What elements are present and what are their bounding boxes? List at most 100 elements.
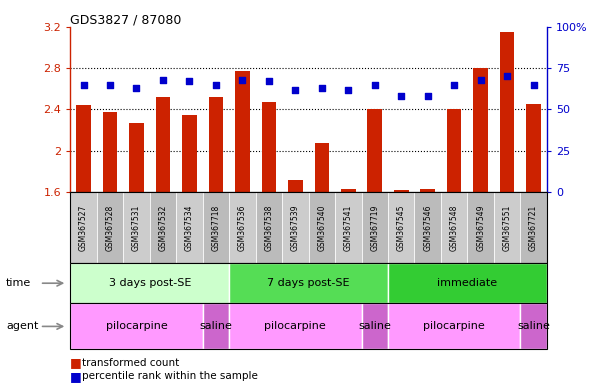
- Bar: [150, 192, 176, 263]
- Point: [79, 82, 89, 88]
- Text: GSM367545: GSM367545: [397, 204, 406, 251]
- Text: GSM367548: GSM367548: [450, 204, 459, 251]
- Text: GSM367541: GSM367541: [344, 204, 353, 251]
- Bar: [494, 192, 521, 263]
- Bar: [414, 192, 441, 263]
- Bar: [315, 144, 329, 192]
- Text: GSM367528: GSM367528: [106, 204, 114, 251]
- Bar: [129, 123, 144, 192]
- Bar: [235, 71, 250, 192]
- Point: [185, 78, 194, 84]
- Bar: [474, 68, 488, 192]
- Bar: [467, 192, 494, 263]
- Text: GSM367718: GSM367718: [211, 204, 221, 251]
- Bar: [309, 192, 335, 263]
- Text: 7 days post-SE: 7 days post-SE: [267, 278, 350, 288]
- Point: [343, 86, 353, 93]
- Bar: [203, 303, 229, 349]
- Bar: [123, 192, 150, 263]
- Bar: [521, 303, 547, 349]
- Bar: [70, 263, 229, 303]
- Point: [449, 82, 459, 88]
- Bar: [76, 105, 91, 192]
- Text: transformed count: transformed count: [82, 358, 180, 368]
- Text: GSM367531: GSM367531: [132, 204, 141, 251]
- Bar: [388, 192, 414, 263]
- Text: saline: saline: [199, 321, 232, 331]
- Bar: [208, 97, 223, 192]
- Bar: [447, 109, 461, 192]
- Bar: [182, 114, 197, 192]
- Bar: [362, 192, 388, 263]
- Text: GSM367527: GSM367527: [79, 204, 88, 251]
- Bar: [229, 303, 362, 349]
- Point: [131, 85, 141, 91]
- Bar: [70, 263, 547, 303]
- Text: pilocarpine: pilocarpine: [265, 321, 326, 331]
- Text: pilocarpine: pilocarpine: [423, 321, 485, 331]
- Point: [529, 82, 538, 88]
- Point: [158, 77, 168, 83]
- Bar: [70, 303, 203, 349]
- Text: GDS3827 / 87080: GDS3827 / 87080: [70, 13, 181, 26]
- Point: [264, 78, 274, 84]
- Point: [370, 82, 379, 88]
- Point: [476, 77, 486, 83]
- Bar: [70, 192, 547, 263]
- Text: pilocarpine: pilocarpine: [106, 321, 167, 331]
- Bar: [500, 32, 514, 192]
- Bar: [441, 192, 467, 263]
- Text: GSM367551: GSM367551: [503, 204, 511, 251]
- Text: time: time: [6, 278, 31, 288]
- Bar: [341, 189, 356, 192]
- Bar: [288, 180, 302, 192]
- Text: GSM367549: GSM367549: [476, 204, 485, 251]
- Text: 3 days post-SE: 3 days post-SE: [109, 278, 191, 288]
- Bar: [97, 192, 123, 263]
- Point: [502, 73, 512, 79]
- Bar: [282, 192, 309, 263]
- Bar: [388, 303, 521, 349]
- Text: immediate: immediate: [437, 278, 497, 288]
- Point: [397, 93, 406, 99]
- Text: GSM367538: GSM367538: [265, 204, 273, 251]
- Bar: [203, 192, 229, 263]
- Text: GSM367719: GSM367719: [370, 204, 379, 251]
- Bar: [367, 109, 382, 192]
- Bar: [156, 97, 170, 192]
- Text: ■: ■: [70, 370, 82, 383]
- Bar: [229, 192, 255, 263]
- Bar: [521, 192, 547, 263]
- Bar: [394, 190, 409, 192]
- Point: [290, 86, 300, 93]
- Bar: [335, 192, 362, 263]
- Point: [238, 77, 247, 83]
- Text: agent: agent: [6, 321, 38, 331]
- Bar: [255, 192, 282, 263]
- Point: [105, 82, 115, 88]
- Text: GSM367539: GSM367539: [291, 204, 300, 251]
- Text: GSM367536: GSM367536: [238, 204, 247, 251]
- Text: GSM367721: GSM367721: [529, 204, 538, 251]
- Bar: [70, 303, 547, 349]
- Bar: [176, 192, 203, 263]
- Text: GSM367534: GSM367534: [185, 204, 194, 251]
- Text: GSM367546: GSM367546: [423, 204, 432, 251]
- Bar: [262, 102, 276, 192]
- Bar: [70, 192, 97, 263]
- Bar: [420, 189, 435, 192]
- Text: percentile rank within the sample: percentile rank within the sample: [82, 371, 258, 381]
- Text: ■: ■: [70, 356, 82, 369]
- Point: [317, 85, 327, 91]
- Point: [423, 93, 433, 99]
- Bar: [103, 111, 117, 192]
- Text: saline: saline: [517, 321, 550, 331]
- Text: GSM367532: GSM367532: [158, 204, 167, 251]
- Text: GSM367540: GSM367540: [317, 204, 326, 251]
- Bar: [229, 263, 388, 303]
- Bar: [388, 263, 547, 303]
- Bar: [362, 303, 388, 349]
- Text: saline: saline: [358, 321, 391, 331]
- Point: [211, 82, 221, 88]
- Bar: [526, 104, 541, 192]
